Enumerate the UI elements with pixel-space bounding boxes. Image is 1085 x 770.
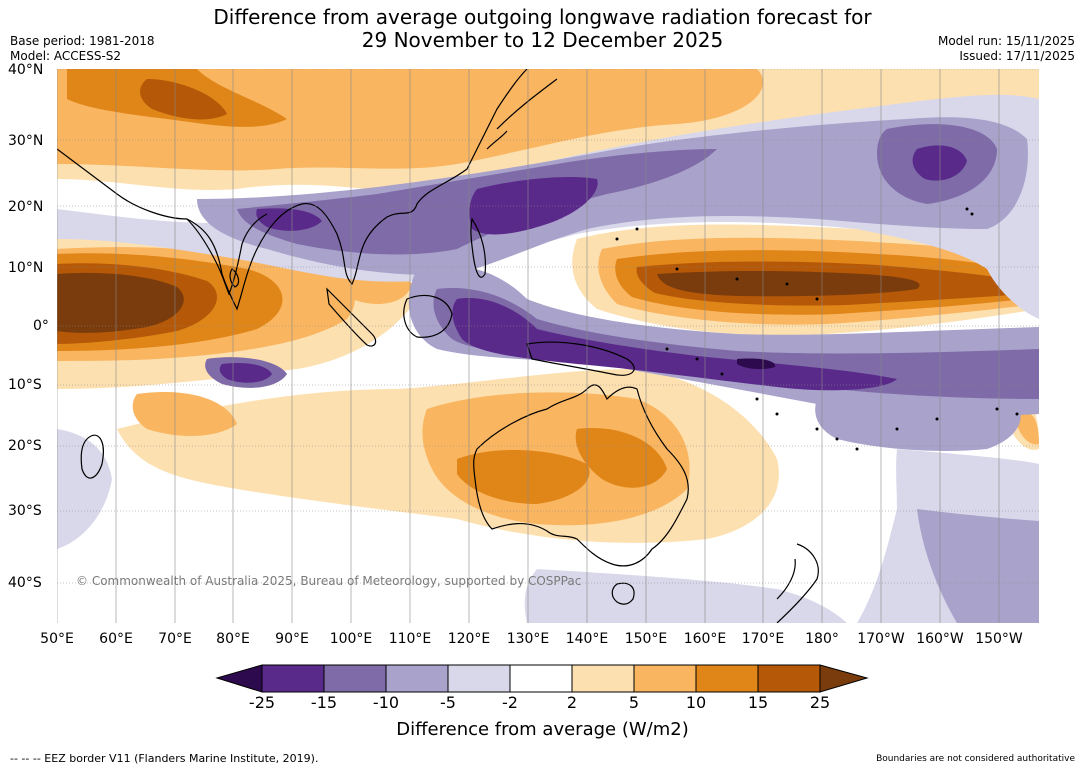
lat-label-40n: 40°N — [8, 62, 44, 78]
footer-boundaries-note: Boundaries are not considered authoritat… — [876, 754, 1075, 764]
lat-label-40s: 40°S — [8, 575, 42, 591]
map-canvas — [57, 69, 1039, 623]
colorbar-tick-neg5: -5 — [440, 693, 456, 712]
colorbar-tick-2: 2 — [566, 693, 578, 712]
colorbar-tick-neg25: -25 — [248, 693, 276, 712]
anomaly-field-scs-purple — [469, 177, 598, 235]
new-guinea-coastline — [526, 341, 635, 376]
sri-lanka-coastline — [229, 268, 240, 288]
lon-label-170w: 170°W — [857, 631, 905, 647]
anomaly-field-north-orange-darker — [140, 79, 227, 120]
map-title-line2: 29 November to 12 December 2025 — [361, 28, 724, 52]
lat-label-20n: 20°N — [8, 199, 44, 215]
lon-label-90e: 90°E — [275, 631, 309, 647]
colorbar-segment-neg25-neg15 — [261, 664, 325, 693]
anomaly-field-sw-purple-light — [57, 429, 112, 549]
copyright-text: © Commonwealth of Australia 2025, Bureau… — [76, 574, 582, 588]
colorbar-tick-5: 5 — [628, 693, 640, 712]
anomaly-field-australia-dark — [457, 449, 590, 504]
anomaly-field-sp-purple — [815, 399, 1021, 451]
anomaly-field-south-purple-light — [524, 569, 847, 623]
anomaly-field-australia-dark-east — [575, 428, 667, 488]
colorbar-segment-below-neg25 — [215, 664, 263, 693]
lon-label-170e: 170°E — [741, 631, 785, 647]
colorbar-tick-neg15: -15 — [310, 693, 338, 712]
colorbar-title: Difference from average (W/m2) — [396, 719, 689, 740]
lon-label-160w: 160°W — [916, 631, 964, 647]
colorbar-tick-neg10: -10 — [372, 693, 400, 712]
model-run-text: Model run: 15/11/2025 — [937, 34, 1075, 48]
lon-label-50e: 50°E — [40, 631, 74, 647]
lon-label-140e: 140°E — [565, 631, 609, 647]
anomaly-field-equatorial-purple-darkest — [737, 358, 776, 370]
sumatra-coastline — [326, 287, 377, 347]
anomaly-field-equatorial-purple-dark — [452, 298, 897, 391]
lon-label-150e: 150°E — [624, 631, 668, 647]
colorbar-segment-neg5-neg2 — [447, 664, 511, 693]
map-title-line1: Difference from average outgoing longwav… — [213, 5, 872, 29]
colorbar-segment-10-15 — [695, 664, 759, 693]
lon-label-160e: 160°E — [683, 631, 727, 647]
anomaly-field-south-pacific-mid — [1017, 412, 1039, 445]
lat-label-30n: 30°N — [8, 133, 44, 149]
anomaly-field-indian-ocean-darkest — [57, 272, 184, 333]
lat-label-20s: 20°S — [8, 438, 42, 454]
asia-coastline — [57, 69, 528, 311]
tasmania-coastline — [611, 582, 635, 605]
lat-label-equator: 0° — [33, 318, 49, 334]
colorbar-segment-5-10 — [633, 664, 697, 693]
anomaly-field-sp-purple-mid — [917, 509, 1039, 623]
japan-coastline — [486, 78, 558, 150]
graticule — [57, 69, 1039, 623]
colorbar-segment-neg15-neg10 — [323, 664, 387, 693]
colorbar-segment-neg2-2 — [509, 664, 573, 693]
colorbar-segment-neg10-neg5 — [385, 664, 449, 693]
philippines-coastline — [470, 217, 487, 278]
anomaly-field-north-purple-darker — [256, 208, 322, 231]
anomaly-field-southern-mid — [132, 392, 237, 436]
lat-label-10s: 10°S — [8, 377, 42, 393]
lon-label-130e: 130°E — [506, 631, 550, 647]
colorbar-segment-above-25 — [819, 664, 869, 693]
lat-label-10n: 10°N — [8, 260, 44, 276]
colorbar-tick-25: 25 — [809, 693, 831, 712]
pacific-islands — [615, 207, 1019, 451]
model-text: Model: ACCESS-S2 — [10, 49, 122, 63]
lon-label-100e: 100°E — [329, 631, 373, 647]
lon-label-70e: 70°E — [158, 631, 192, 647]
olr-anomaly-map — [57, 69, 1039, 623]
colorbar-segment-2-5 — [571, 664, 635, 693]
issued-text: Issued: 17/11/2025 — [959, 49, 1075, 63]
madagascar-coastline — [80, 434, 104, 479]
colorbar-tick-10: 10 — [685, 693, 707, 712]
borneo-coastline — [403, 294, 453, 338]
lon-label-180: 180° — [805, 631, 839, 647]
india-coastline — [186, 213, 268, 296]
lon-label-60e: 60°E — [99, 631, 133, 647]
lon-label-120e: 120°E — [447, 631, 491, 647]
colorbar — [215, 664, 869, 693]
footer-eez-note: -- -- -- EEZ border V11 (Flanders Marine… — [10, 752, 319, 765]
base-period-text: Base period: 1981-2018 — [10, 34, 155, 48]
lon-label-110e: 110°E — [388, 631, 432, 647]
new-zealand-coastline — [776, 543, 819, 623]
lon-label-150w: 150°W — [975, 631, 1023, 647]
colorbar-segment-15-25 — [757, 664, 821, 693]
colorbar-tick-15: 15 — [747, 693, 769, 712]
lat-label-30s: 30°S — [8, 503, 42, 519]
colorbar-tick-neg2: -2 — [502, 693, 518, 712]
lon-label-80e: 80°E — [216, 631, 250, 647]
anomaly-field-equatorial-purple-mid — [433, 288, 1039, 399]
